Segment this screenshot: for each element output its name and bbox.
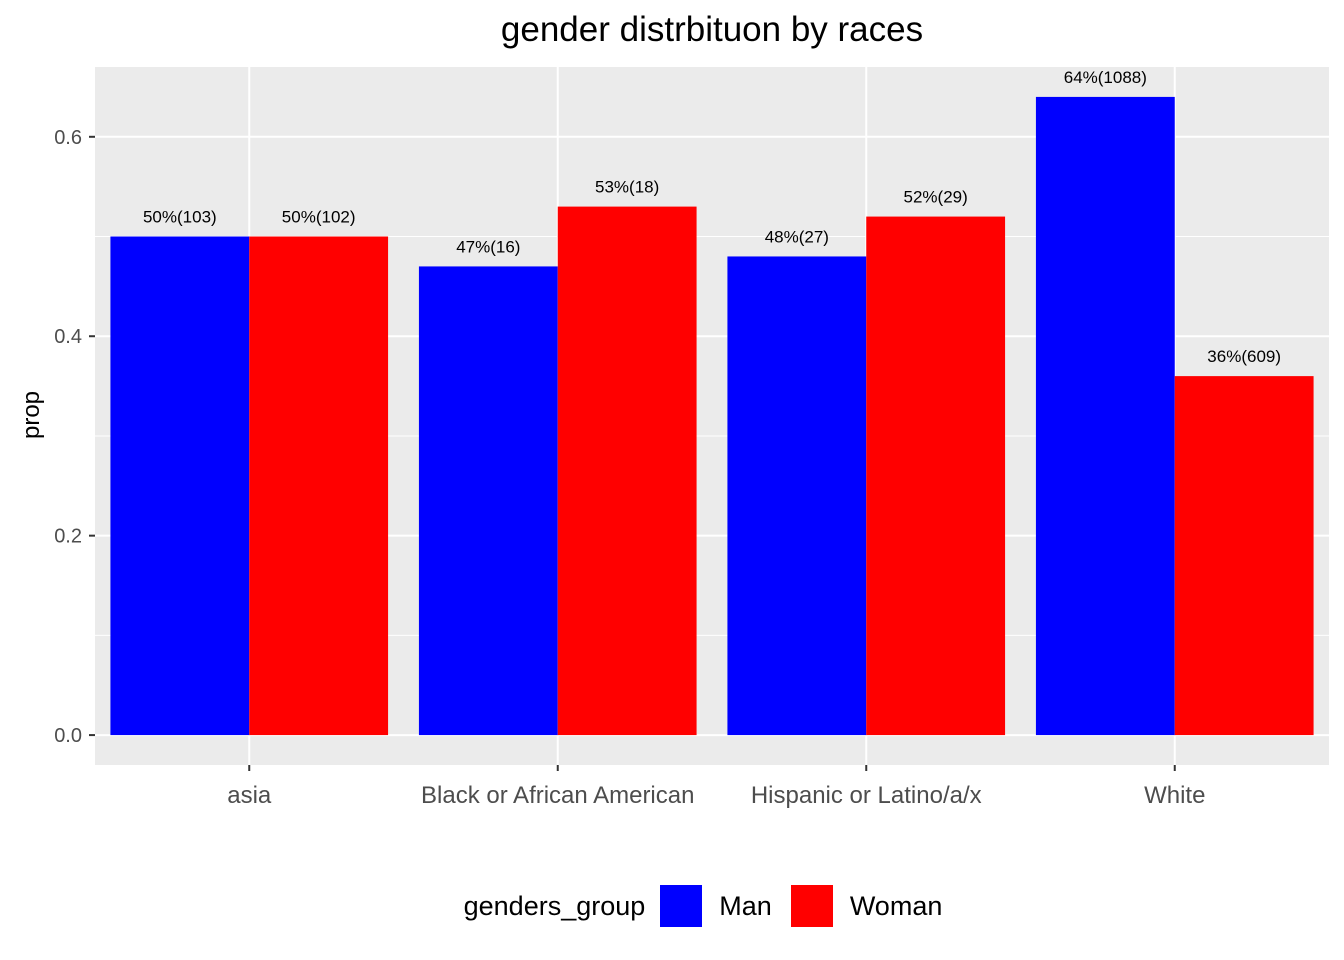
legend-title: genders_group (463, 890, 646, 921)
bar-man (727, 256, 867, 736)
bar-woman (1174, 376, 1314, 736)
y-tick-label: 0.0 (54, 725, 82, 747)
data-label: 52%(29) (904, 188, 968, 207)
data-label: 64%(1088) (1064, 68, 1147, 87)
legend-swatch-man (659, 884, 704, 928)
legend-label-man: Man (719, 890, 772, 921)
data-label: 36%(609) (1207, 347, 1281, 366)
y-tick-label: 0.4 (54, 326, 82, 348)
data-label: 50%(102) (282, 208, 356, 227)
x-tick-label: Black or African American (421, 782, 694, 809)
x-tick-label: White (1144, 782, 1205, 809)
legend-item-woman: Woman (789, 884, 943, 928)
legend-swatch-woman (789, 884, 834, 928)
y-tick-label: 0.6 (54, 127, 82, 149)
data-label: 50%(103) (143, 208, 217, 227)
data-label: 47%(16) (456, 237, 520, 256)
bar-woman (249, 236, 389, 736)
bar-man (1035, 96, 1175, 736)
legend: genders_group Man Woman (0, 884, 1344, 928)
x-tick-label: asia (227, 782, 272, 809)
data-label: 48%(27) (765, 227, 829, 246)
bar-man (418, 266, 558, 736)
bar-woman (866, 216, 1006, 736)
chart-title: gender distrbituon by races (500, 10, 924, 49)
legend-label-woman: Woman (849, 890, 943, 921)
x-tick-label: Hispanic or Latino/a/x (751, 782, 982, 809)
y-tick-label: 0.2 (54, 526, 82, 548)
bar-man (110, 236, 250, 736)
bar-woman (557, 206, 697, 736)
legend-item-man: Man (659, 884, 772, 928)
data-label: 53%(18) (595, 178, 659, 197)
